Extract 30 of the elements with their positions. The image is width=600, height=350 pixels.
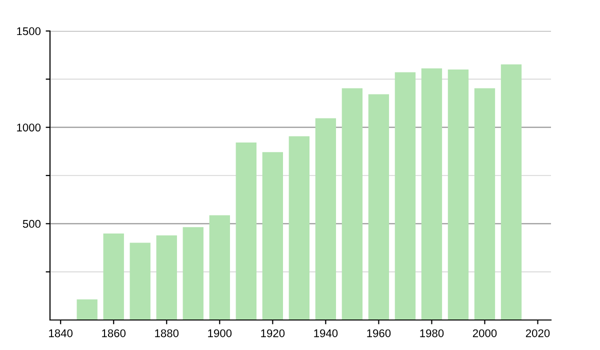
- x-tick-label: 1880: [155, 329, 179, 338]
- x-tick-label: 1860: [102, 329, 126, 338]
- x-tick-label: 2000: [472, 329, 497, 338]
- bar: [209, 215, 230, 320]
- x-tick-label: 1940: [314, 329, 338, 338]
- x-tick-label: 1980: [420, 329, 444, 338]
- y-tick-label: 1000: [17, 124, 41, 132]
- bar: [394, 72, 416, 320]
- bar: [130, 242, 150, 320]
- bar: [76, 299, 98, 320]
- bar: [156, 235, 177, 320]
- y-tick-label: 1500: [17, 27, 41, 36]
- x-tick-label: 1840: [49, 329, 73, 338]
- x-tick-label: 1920: [261, 329, 285, 338]
- bar: [368, 94, 390, 320]
- bar: [342, 88, 363, 320]
- bar: [474, 88, 496, 320]
- bar: [288, 136, 310, 320]
- x-tick-label: 1900: [208, 329, 232, 338]
- x-tick-label: 2020: [526, 329, 550, 338]
- bar: [315, 118, 336, 320]
- bar: [448, 70, 469, 320]
- bar: [236, 142, 256, 320]
- bar: [182, 227, 204, 320]
- bar: [421, 68, 442, 320]
- y-tick-label: 500: [22, 220, 41, 228]
- x-tick-label: 1960: [367, 329, 391, 338]
- bar: [500, 64, 522, 320]
- bar: [103, 233, 124, 320]
- bar: [262, 152, 284, 320]
